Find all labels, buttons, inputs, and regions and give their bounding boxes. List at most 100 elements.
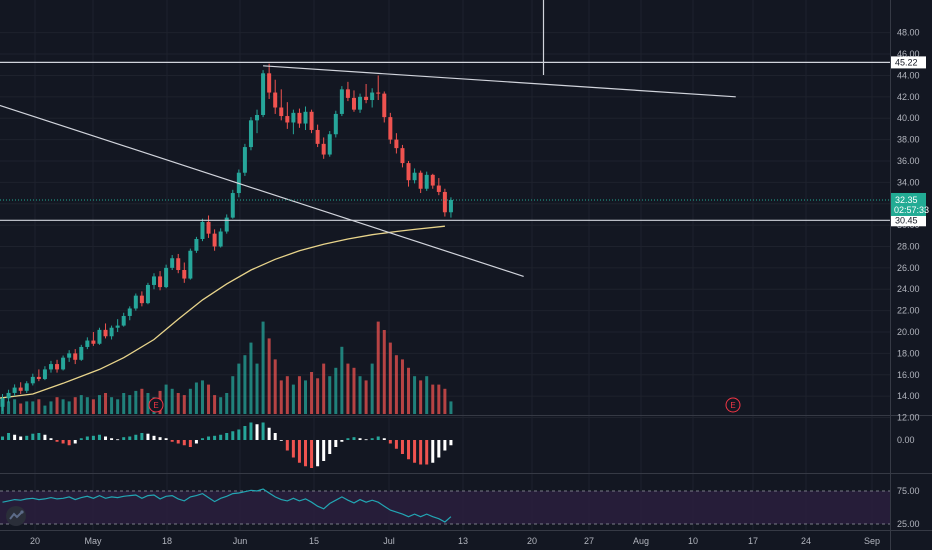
volume-bar: [128, 395, 132, 414]
volume-bar: [310, 372, 314, 414]
volume-bar: [376, 321, 380, 414]
candle-body: [42, 369, 47, 380]
volume-bar: [449, 401, 453, 414]
candle-body: [442, 191, 447, 213]
candle: [430, 173, 435, 189]
candle: [364, 83, 369, 104]
volume-bar: [425, 376, 429, 414]
macd-bar: [128, 436, 132, 440]
volume-bars: [1, 321, 453, 414]
macd-bar: [110, 438, 114, 440]
volume-bar: [400, 359, 404, 414]
volume-bar: [443, 388, 447, 414]
candle-body: [36, 376, 41, 380]
rsi-axis-lower-label: 25.00: [897, 519, 920, 529]
macd-bar: [449, 440, 453, 446]
candle: [248, 117, 253, 151]
trendline[interactable]: [0, 104, 524, 277]
candle: [145, 282, 150, 305]
candle-body: [248, 120, 253, 148]
macd-bar: [19, 436, 23, 440]
volume-bar: [394, 355, 398, 414]
volume-bar: [164, 384, 168, 414]
candle: [382, 91, 387, 123]
candle-body: [291, 112, 296, 123]
candle: [230, 189, 235, 219]
candle: [176, 253, 181, 274]
price-axis-label: 14.00: [897, 391, 920, 401]
earnings-marker[interactable]: E: [725, 397, 741, 413]
price-axis-label: 40.00: [897, 113, 920, 123]
price-axis-label: 42.00: [897, 92, 920, 102]
candle-body: [333, 113, 338, 135]
macd-bar: [237, 429, 241, 440]
time-axis-label: Aug: [633, 536, 649, 546]
volume-bar: [334, 367, 338, 414]
macd-bar: [297, 440, 301, 463]
macd-bar: [176, 440, 180, 444]
last-price-tag-bg: [891, 192, 926, 216]
volume-bar: [182, 395, 186, 414]
macd-bar: [194, 440, 198, 444]
macd-bar: [97, 434, 101, 440]
candle-body: [406, 163, 411, 181]
candle-body: [315, 129, 320, 144]
candle-body: [297, 112, 302, 124]
macd-bar: [73, 440, 77, 444]
candle: [97, 327, 102, 345]
grid: [0, 0, 890, 530]
candles: [0, 63, 453, 412]
volume-bar: [243, 355, 247, 414]
candle: [321, 137, 326, 159]
candle-body: [182, 269, 187, 279]
volume-bar: [7, 401, 11, 414]
volume-bar: [255, 363, 259, 414]
candle: [370, 88, 375, 108]
tradingview-logo-button[interactable]: [6, 506, 26, 526]
volume-bar: [116, 399, 120, 414]
trendline[interactable]: [263, 65, 736, 98]
earnings-marker-circle: [148, 397, 164, 413]
candle-body: [121, 315, 126, 326]
volume-bar: [382, 330, 386, 414]
candle-body: [327, 134, 332, 155]
macd-bar: [431, 440, 435, 463]
candle-body: [97, 329, 102, 344]
macd-bar: [304, 440, 307, 467]
candle-body: [127, 308, 132, 316]
candle: [48, 360, 53, 373]
last-price-text: 32.35: [895, 195, 918, 205]
candle: [327, 131, 332, 157]
volume-bar: [49, 401, 53, 414]
candle-body: [376, 92, 381, 94]
volume-bar: [279, 380, 283, 414]
candle-body: [436, 185, 441, 192]
earnings-marker[interactable]: E: [148, 397, 164, 413]
countdown-text: 02:57:33: [894, 205, 929, 215]
volume-bar: [73, 397, 77, 414]
candle-body: [176, 258, 181, 270]
macd-bar: [346, 438, 350, 440]
candle-body: [279, 107, 284, 117]
time-axis-label: 20: [30, 536, 40, 546]
candle: [351, 90, 356, 112]
time-axis-label: 15: [309, 536, 319, 546]
volume-bar: [97, 395, 101, 414]
candle-body: [170, 258, 175, 268]
macd-bar: [267, 427, 271, 440]
upper-level-tag-bg: [891, 56, 926, 69]
volume-bar: [267, 338, 271, 414]
earnings-marker-label: E: [730, 401, 735, 410]
candle-body: [158, 276, 163, 288]
candle-body: [358, 96, 363, 110]
volume-bar: [43, 405, 47, 414]
candle: [194, 236, 199, 253]
macd-bar: [358, 438, 362, 440]
macd-bar: [413, 440, 417, 463]
candle: [18, 382, 23, 395]
candle-body: [188, 250, 193, 279]
macd-bar: [104, 436, 108, 440]
